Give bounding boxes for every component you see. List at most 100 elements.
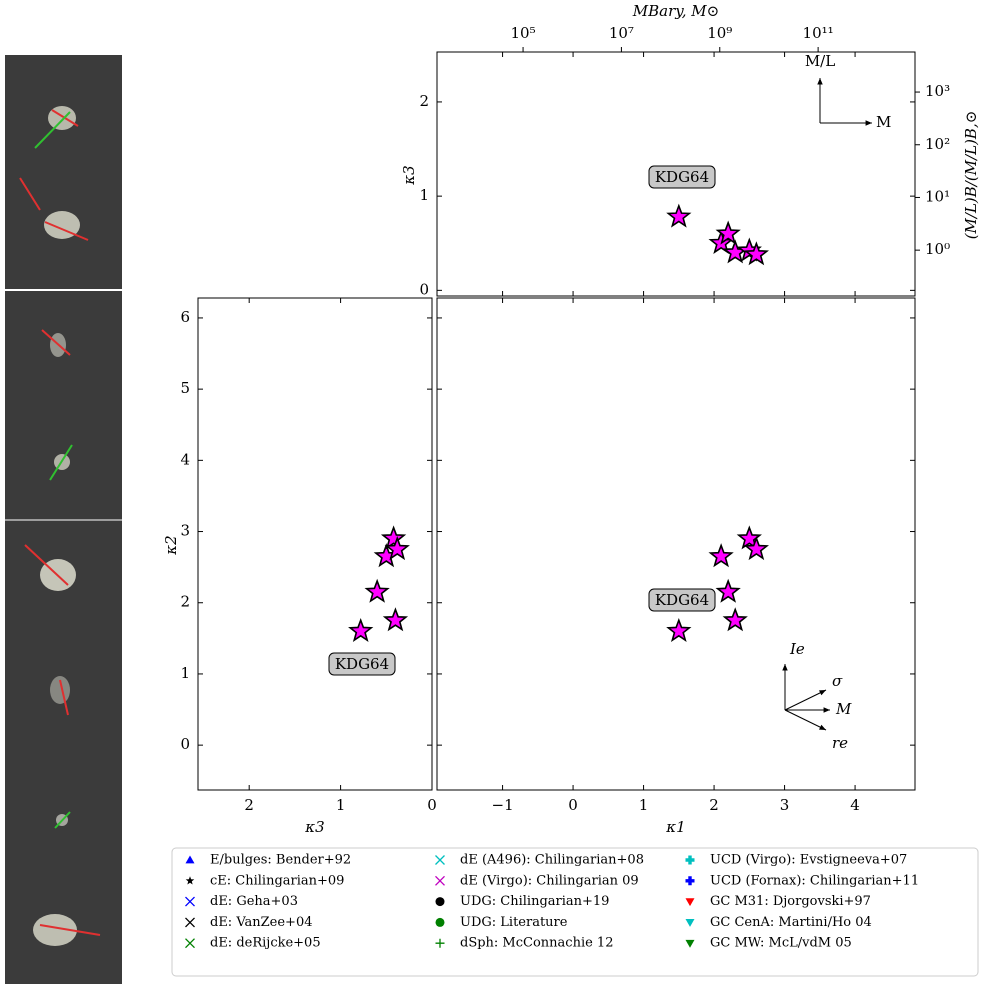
legend-label: dE: deRijcke+05 bbox=[210, 936, 321, 951]
data-point bbox=[554, 240, 563, 248]
data-point bbox=[373, 413, 382, 422]
data-point bbox=[773, 520, 782, 529]
data-point bbox=[604, 762, 613, 771]
data-point bbox=[332, 427, 341, 435]
right-tick-label: 10⁰ bbox=[925, 240, 950, 258]
x-tick-label: 0 bbox=[427, 796, 437, 814]
legend-marker bbox=[185, 938, 195, 949]
data-point bbox=[540, 240, 549, 248]
data-point bbox=[341, 513, 350, 522]
arrow-head bbox=[823, 707, 830, 713]
data-point bbox=[405, 400, 414, 408]
legend-label: E/bulges: Bender+92 bbox=[210, 853, 351, 868]
data-point bbox=[350, 474, 359, 483]
data-point bbox=[844, 182, 853, 190]
data-point bbox=[337, 606, 345, 614]
data-point bbox=[327, 506, 336, 514]
data-point bbox=[886, 182, 895, 190]
legend: E/bulges: Bender+92 cE: Chilingarian+09 dE… bbox=[185, 853, 919, 951]
data-point bbox=[774, 627, 782, 635]
right-tick-label: 10¹ bbox=[925, 187, 950, 205]
data-point bbox=[377, 364, 386, 372]
data-point bbox=[345, 434, 354, 442]
data-point bbox=[731, 182, 740, 191]
legend-label: dE: Geha+03 bbox=[210, 894, 298, 909]
data-point bbox=[738, 173, 747, 182]
data-point bbox=[632, 220, 641, 229]
legend-marker bbox=[685, 939, 695, 948]
data-point bbox=[717, 215, 726, 224]
arrow-label: Ie bbox=[789, 640, 805, 658]
data-point bbox=[773, 196, 782, 205]
legend-marker bbox=[435, 938, 445, 948]
data-point bbox=[710, 641, 718, 649]
data-point bbox=[322, 513, 331, 522]
top-tick-label: 10⁵ bbox=[511, 24, 536, 42]
data-point bbox=[554, 245, 563, 253]
y-tick-label: 2 bbox=[419, 92, 429, 110]
data-point bbox=[724, 659, 732, 667]
data-point bbox=[562, 249, 571, 257]
data-point bbox=[498, 254, 507, 262]
data-point bbox=[382, 386, 391, 394]
data-point bbox=[364, 364, 373, 372]
image-strip bbox=[5, 55, 122, 984]
data-point bbox=[576, 235, 585, 243]
data-point bbox=[611, 698, 620, 707]
data-point bbox=[618, 216, 627, 224]
y-tick-label: 2 bbox=[180, 593, 190, 611]
data-point bbox=[590, 145, 599, 154]
top-tick-label: 10⁹ bbox=[707, 24, 732, 42]
data-point bbox=[332, 499, 341, 507]
y-tick-label: 1 bbox=[419, 186, 429, 204]
data-point bbox=[773, 427, 782, 435]
data-point bbox=[625, 741, 634, 750]
highlight-point bbox=[364, 578, 390, 603]
data-point bbox=[386, 343, 395, 351]
highlight-point bbox=[348, 617, 374, 642]
data-point bbox=[611, 116, 620, 125]
data-point bbox=[836, 173, 845, 181]
data-point bbox=[766, 210, 775, 219]
legend-marker bbox=[435, 875, 445, 886]
data-point bbox=[604, 364, 613, 372]
top-tick-label: 10⁷ bbox=[609, 24, 634, 42]
label-box bbox=[648, 165, 716, 189]
data-point bbox=[724, 499, 733, 507]
data-point bbox=[590, 386, 599, 394]
data-point bbox=[569, 350, 578, 358]
top-axis-label: MBary, M⊙ bbox=[632, 2, 719, 20]
legend-marker bbox=[185, 855, 195, 864]
data-point bbox=[632, 263, 641, 271]
data-point bbox=[350, 463, 359, 471]
data-point bbox=[336, 484, 345, 492]
data-point bbox=[554, 372, 563, 380]
data-point bbox=[377, 414, 386, 422]
data-point bbox=[210, 762, 219, 771]
data-point bbox=[583, 135, 592, 144]
data-point bbox=[354, 527, 363, 536]
data-point bbox=[477, 585, 486, 593]
data-point bbox=[808, 491, 817, 499]
data-point bbox=[731, 201, 740, 210]
right-tick-label: 10³ bbox=[925, 82, 950, 100]
data-point bbox=[309, 705, 318, 714]
data-point bbox=[470, 542, 479, 550]
data-point bbox=[547, 235, 556, 243]
data-point bbox=[354, 527, 363, 536]
arrow-head bbox=[819, 724, 826, 730]
data-point bbox=[717, 211, 725, 219]
data-point bbox=[752, 196, 761, 205]
data-point bbox=[731, 210, 740, 219]
data-point bbox=[345, 471, 354, 479]
data-point bbox=[505, 216, 514, 224]
legend-marker bbox=[185, 876, 195, 885]
data-point bbox=[263, 698, 272, 707]
highlight-point bbox=[715, 578, 741, 603]
data-point bbox=[611, 434, 620, 443]
data-point bbox=[359, 379, 368, 387]
data-point bbox=[323, 702, 331, 710]
legend-label: cE: Chilingarian+09 bbox=[210, 873, 344, 888]
highlight-point bbox=[666, 203, 692, 228]
